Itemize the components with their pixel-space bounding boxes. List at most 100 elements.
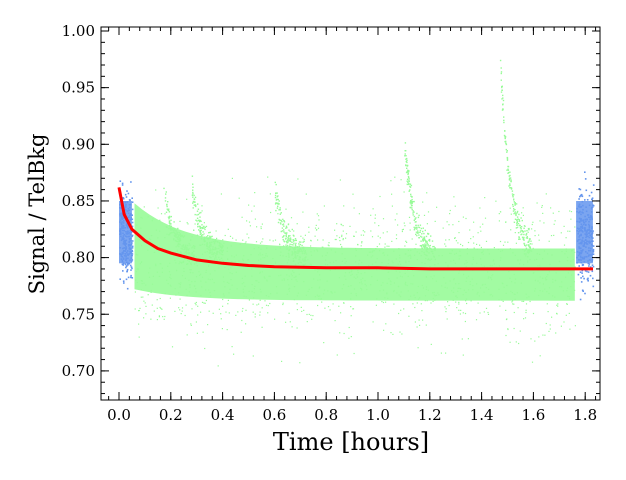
spike-point bbox=[302, 246, 305, 249]
spike-point bbox=[192, 202, 194, 204]
spike-point bbox=[200, 234, 203, 236]
green-point bbox=[382, 289, 385, 291]
green-point bbox=[427, 211, 430, 213]
green-point bbox=[274, 318, 276, 320]
green-point bbox=[170, 278, 172, 280]
spike-point bbox=[503, 121, 505, 124]
green-point bbox=[466, 302, 468, 305]
green-point bbox=[469, 283, 471, 285]
spike-point bbox=[284, 238, 287, 240]
green-point bbox=[235, 239, 237, 241]
green-point bbox=[460, 288, 462, 290]
green-point bbox=[201, 301, 204, 303]
green-point bbox=[430, 343, 432, 345]
spike-point bbox=[168, 215, 171, 218]
y-tick-label: 0.95 bbox=[62, 79, 95, 97]
green-point bbox=[382, 218, 385, 220]
spike-point bbox=[523, 233, 525, 236]
green-point bbox=[538, 336, 540, 338]
green-point bbox=[551, 254, 553, 256]
blue-point bbox=[588, 265, 590, 267]
blue-point bbox=[131, 214, 133, 216]
green-point bbox=[322, 246, 324, 248]
green-point bbox=[476, 293, 478, 295]
green-point bbox=[476, 243, 478, 245]
green-point bbox=[265, 255, 267, 257]
spike-point bbox=[168, 218, 170, 220]
green-point bbox=[262, 238, 264, 240]
blue-point bbox=[578, 188, 580, 190]
green-point bbox=[534, 279, 536, 282]
spike-point bbox=[518, 213, 520, 216]
green-point bbox=[205, 281, 207, 283]
green-point bbox=[395, 258, 397, 260]
green-point bbox=[361, 241, 363, 243]
spike-point bbox=[510, 179, 512, 181]
spike-point bbox=[214, 258, 216, 261]
green-point bbox=[221, 328, 223, 330]
green-point bbox=[186, 294, 188, 296]
green-point bbox=[556, 313, 558, 315]
green-point bbox=[443, 277, 445, 279]
green-point bbox=[296, 327, 298, 329]
blue-point bbox=[130, 274, 132, 277]
green-point bbox=[444, 286, 446, 288]
green-point bbox=[397, 263, 399, 265]
green-point bbox=[371, 236, 374, 238]
green-point bbox=[140, 216, 142, 219]
green-point bbox=[342, 225, 344, 227]
green-point bbox=[364, 280, 366, 282]
green-point bbox=[343, 332, 345, 335]
green-point bbox=[544, 288, 546, 290]
green-point bbox=[438, 255, 440, 257]
spike-point bbox=[426, 242, 428, 244]
green-point bbox=[261, 223, 263, 225]
spike-point bbox=[220, 257, 223, 259]
blue-point bbox=[131, 250, 134, 253]
green-point bbox=[295, 275, 297, 277]
green-point bbox=[365, 285, 367, 287]
green-point bbox=[559, 286, 561, 288]
green-point bbox=[275, 248, 277, 250]
green-point bbox=[542, 334, 544, 336]
green-point bbox=[382, 252, 384, 254]
green-point bbox=[308, 313, 310, 315]
green-point bbox=[134, 291, 136, 293]
green-point bbox=[393, 289, 395, 292]
spike-point bbox=[295, 255, 297, 258]
green-point bbox=[534, 340, 536, 342]
spike-point bbox=[422, 230, 424, 233]
spike-point bbox=[510, 180, 512, 183]
spike-point bbox=[209, 244, 211, 246]
green-point bbox=[545, 278, 548, 281]
spike-point bbox=[407, 170, 409, 172]
green-point bbox=[511, 292, 513, 294]
blue-point bbox=[591, 197, 594, 199]
spike-point bbox=[178, 236, 180, 239]
green-point bbox=[210, 295, 212, 297]
spike-point bbox=[302, 258, 304, 260]
green-point bbox=[464, 263, 466, 265]
green-point bbox=[539, 266, 541, 268]
spike-point bbox=[168, 211, 171, 213]
blue-point bbox=[131, 197, 133, 199]
green-point bbox=[279, 254, 281, 256]
green-point bbox=[358, 213, 360, 215]
spike-point bbox=[421, 247, 423, 249]
spike-point bbox=[303, 240, 305, 243]
green-point bbox=[150, 291, 152, 293]
green-point bbox=[317, 250, 319, 252]
green-point bbox=[522, 248, 524, 251]
spike-point bbox=[415, 224, 417, 227]
green-point bbox=[233, 353, 235, 355]
spike-point bbox=[199, 226, 201, 228]
green-point bbox=[168, 234, 170, 236]
spike-point bbox=[418, 226, 421, 229]
spike-point bbox=[199, 230, 201, 232]
green-point bbox=[222, 276, 224, 278]
spike-point bbox=[500, 67, 502, 69]
y-tick-label: 0.90 bbox=[62, 135, 95, 153]
green-point bbox=[488, 253, 490, 255]
green-point bbox=[499, 211, 502, 213]
green-point bbox=[324, 307, 326, 309]
